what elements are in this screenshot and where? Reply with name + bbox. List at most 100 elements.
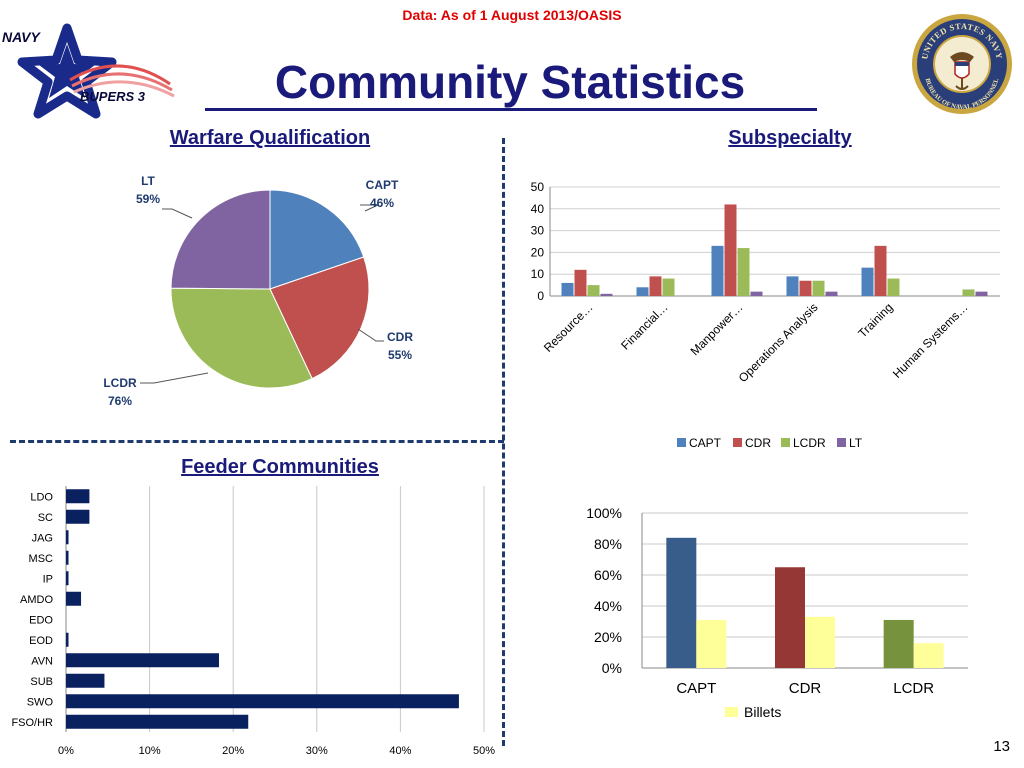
logo-swoosh-2 (71, 72, 173, 92)
feeder-bar (66, 509, 90, 524)
sub-legend-label-cdr: CDR (745, 436, 771, 450)
feeder-xtick-label: 20% (222, 745, 244, 757)
sub-legend-swatch-lt (837, 438, 846, 447)
feeder-category-label: IP (43, 573, 53, 585)
billets-bar-billets (805, 616, 835, 668)
page-number: 13 (993, 738, 1010, 755)
pie-pct-cdr: 55% (388, 348, 412, 362)
feeder-bar (66, 571, 69, 586)
sub-bar-lcdr (662, 278, 675, 296)
feeder-category-label: SC (38, 512, 53, 524)
feeder-xtick-label: 50% (473, 745, 495, 757)
sub-bar-lcdr (737, 248, 750, 296)
logo-swoosh-1 (69, 64, 171, 86)
billets-bar-cdr (775, 567, 805, 668)
sub-bar-cdr (574, 269, 587, 296)
feeder-category-label: AVN (31, 655, 53, 667)
sub-bar-lt (600, 293, 613, 296)
sub-bar-capt (561, 282, 574, 296)
sub-bar-cdr (649, 276, 662, 296)
logo-bupers-text: BUPERS 3 (80, 89, 146, 104)
feeder-bar (66, 591, 82, 606)
sub-category-label: Financial… (618, 300, 670, 352)
sub-category-label: Operations Analysis (736, 300, 821, 385)
feeder-category-label: AMDO (20, 594, 53, 606)
feeder-category-label: SUB (30, 676, 53, 688)
feeder-category-label: FSO/HR (11, 717, 53, 729)
sub-bar-capt (711, 245, 724, 296)
feeder-bar (66, 550, 69, 565)
pie-label-cdr: CDR (387, 330, 413, 344)
sub-legend-label-lcdr: LCDR (793, 436, 826, 450)
sub-bar-cdr (724, 204, 737, 296)
sub-category-label: Human Systems… (890, 300, 971, 381)
sub-ytick-label: 40 (531, 202, 545, 216)
sub-bar-cdr (799, 280, 812, 296)
feeder-xtick-label: 40% (389, 745, 411, 757)
bupers-logo: NAVY BUPERS 3 (2, 23, 175, 119)
seal-shield-chief (955, 62, 969, 66)
sub-bar-lt (750, 291, 763, 296)
pie-slice-capt (269, 189, 365, 290)
sub-bar-lcdr (587, 285, 600, 296)
feeder-bar (66, 714, 249, 729)
pie-label-capt: CAPT (366, 178, 399, 192)
billets-legend-label: Billets (744, 704, 781, 720)
feeder-category-label: EOD (29, 635, 53, 647)
billets-ytick-label: 60% (594, 567, 622, 583)
data-source-note: Data: As of 1 August 2013/OASIS (402, 7, 622, 23)
feeder-bar (66, 694, 459, 709)
feeder-bar-chart: 0% 10% 20% 30% 40% 50% LDO SC JAG MSC IP AMDO EDO EOD… (11, 486, 495, 757)
sub-bar-capt (786, 276, 799, 296)
feeder-xtick-label: 10% (139, 745, 161, 757)
seal-anchor-shape (955, 78, 969, 90)
feeder-section-title: Feeder Communities (181, 456, 379, 478)
feeder-bar (66, 489, 90, 504)
sub-ytick-label: 50 (531, 180, 545, 194)
feeder-category-label: JAG (32, 532, 53, 544)
feeder-xtick-label: 30% (306, 745, 328, 757)
sub-bar-lt (975, 291, 988, 296)
feeder-bar (66, 653, 219, 668)
sub-legend-swatch-capt (677, 438, 686, 447)
sub-ytick-label: 20 (531, 245, 545, 259)
sub-bar-lt (825, 291, 838, 296)
billets-bar-lcdr (883, 619, 914, 668)
billets-ytick-label: 40% (594, 598, 622, 614)
feeder-bar (66, 632, 69, 647)
pie-leader-line-capt (360, 204, 379, 212)
pie-slice-lt (170, 189, 271, 290)
feeder-category-label: EDO (29, 614, 53, 626)
logo-star-core (39, 44, 95, 98)
billets-bar-chart: 0% 20% 40% 60% 80% 100% CAPT CDR LCDR Billets (586, 505, 968, 720)
sub-ytick-label: 0 (537, 289, 544, 303)
billets-category-label: CDR (789, 680, 822, 697)
pie-leader-line-lcdr (140, 372, 209, 384)
feeder-category-label: SWO (27, 696, 54, 708)
sub-bar-lcdr (812, 280, 825, 296)
warfare-section-title: Warfare Qualification (169, 127, 371, 149)
horizontal-divider (10, 440, 504, 443)
sub-legend-label-lt: LT (849, 436, 863, 450)
sub-category-label: Resource… (541, 300, 596, 355)
sub-ytick-label: 30 (531, 224, 545, 238)
billets-ytick-label: 20% (594, 629, 622, 645)
feeder-bar (66, 530, 69, 545)
sub-legend-swatch-cdr (733, 438, 742, 447)
billets-bar-billets (696, 619, 727, 668)
feeder-category-label: LDO (30, 491, 53, 503)
subspecialty-bar-chart: 0 10 20 30 40 50 Resource… Financial… Manpower…O… (531, 180, 1000, 450)
subspecialty-section-title: Subspecialty (728, 127, 852, 149)
sub-ytick-label: 10 (531, 267, 545, 281)
page-title: Community Statistics (274, 56, 746, 108)
pie-slice-lcdr (170, 287, 313, 389)
sub-bar-capt (861, 267, 874, 296)
pie-pct-lt: 59% (136, 192, 160, 206)
sub-category-label: Training (855, 300, 895, 340)
feeder-xtick-label: 0% (58, 745, 74, 757)
sub-legend-swatch-lcdr (781, 438, 790, 447)
feeder-bar (66, 673, 105, 688)
billets-ytick-label: 100% (586, 505, 622, 521)
sub-bar-lcdr (887, 278, 900, 296)
logo-swoosh-3 (73, 80, 175, 98)
